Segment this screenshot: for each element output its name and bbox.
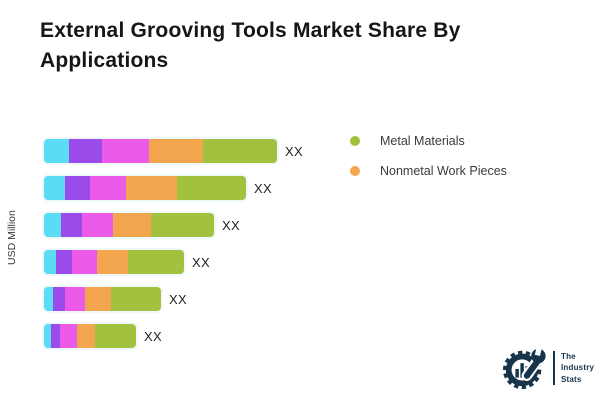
logo-text-line3: Stats [561, 374, 582, 384]
bar-row: XX [44, 324, 303, 348]
legend-label: Nonmetal Work Pieces [380, 164, 507, 178]
stacked-bar [44, 139, 277, 163]
bar-segment-metal-materials [95, 324, 136, 348]
bar-segment-nonmetal-work-pieces [85, 287, 111, 311]
bar-segment-series-3 [82, 213, 113, 237]
bar-segment-series-1 [44, 250, 56, 274]
stacked-bar [44, 324, 136, 348]
stacked-bar [44, 250, 184, 274]
logo-text: The Industry Stats [561, 351, 594, 386]
bar-segment-metal-materials [128, 250, 184, 274]
bar-segment-nonmetal-work-pieces [97, 250, 128, 274]
bar-segment-metal-materials [151, 213, 214, 237]
chart-title: External Grooving Tools Market Share By … [40, 19, 461, 72]
bar-segment-nonmetal-work-pieces [126, 176, 177, 200]
y-axis-title: USD Million [6, 210, 18, 266]
legend-item: Metal Materials [350, 132, 507, 150]
legend-item: Nonmetal Work Pieces [350, 162, 507, 180]
stacked-bar [44, 287, 161, 311]
brand-logo: The Industry Stats [502, 345, 594, 391]
logo-text-line2: Industry [561, 363, 595, 373]
bar-segment-series-1 [44, 176, 65, 200]
legend-label: Metal Materials [380, 134, 465, 148]
bar-value-label: XX [222, 217, 240, 233]
bar-segment-series-2 [65, 176, 90, 200]
bar-segment-metal-materials [111, 287, 161, 311]
bar-segment-series-3 [90, 176, 126, 200]
bar-segment-series-3 [102, 139, 149, 163]
bar-segment-metal-materials [203, 139, 277, 163]
bar-segment-series-1 [44, 139, 69, 163]
bar-segment-series-3 [72, 250, 97, 274]
bar-value-label: XX [169, 291, 187, 307]
bar-segment-nonmetal-work-pieces [149, 139, 203, 163]
bar-row: XX [44, 250, 303, 274]
bar-row: XX [44, 176, 303, 200]
bar-value-label: XX [192, 254, 210, 270]
bar-segment-nonmetal-work-pieces [113, 213, 151, 237]
stacked-bar [44, 213, 214, 237]
bar-segment-series-2 [51, 324, 60, 348]
logo-divider [553, 351, 555, 385]
bar-value-label: XX [144, 328, 162, 344]
bar-segment-nonmetal-work-pieces [77, 324, 95, 348]
gear-wrench-logo-icon [502, 345, 546, 390]
bar-segment-series-1 [44, 324, 51, 348]
legend-dot-icon [350, 136, 360, 146]
bar-segment-series-2 [69, 139, 102, 163]
bar-segment-series-2 [53, 287, 65, 311]
bar-segment-series-3 [60, 324, 77, 348]
bars-area: XX XX XX XX XX XX [44, 139, 303, 361]
bar-segment-series-1 [44, 287, 53, 311]
bar-row: XX [44, 139, 303, 163]
logo-text-line1: The [561, 351, 576, 361]
bar-value-label: XX [254, 180, 272, 196]
stacked-bar [44, 176, 246, 200]
bar-segment-series-2 [61, 213, 82, 237]
bar-segment-series-3 [65, 287, 85, 311]
bar-value-label: XX [285, 143, 303, 159]
legend: Metal Materials Nonmetal Work Pieces [350, 132, 507, 192]
bar-segment-metal-materials [177, 176, 246, 200]
bar-row: XX [44, 287, 303, 311]
legend-dot-icon [350, 166, 360, 176]
bar-segment-series-2 [56, 250, 72, 274]
bar-segment-series-1 [44, 213, 61, 237]
bar-row: XX [44, 213, 303, 237]
